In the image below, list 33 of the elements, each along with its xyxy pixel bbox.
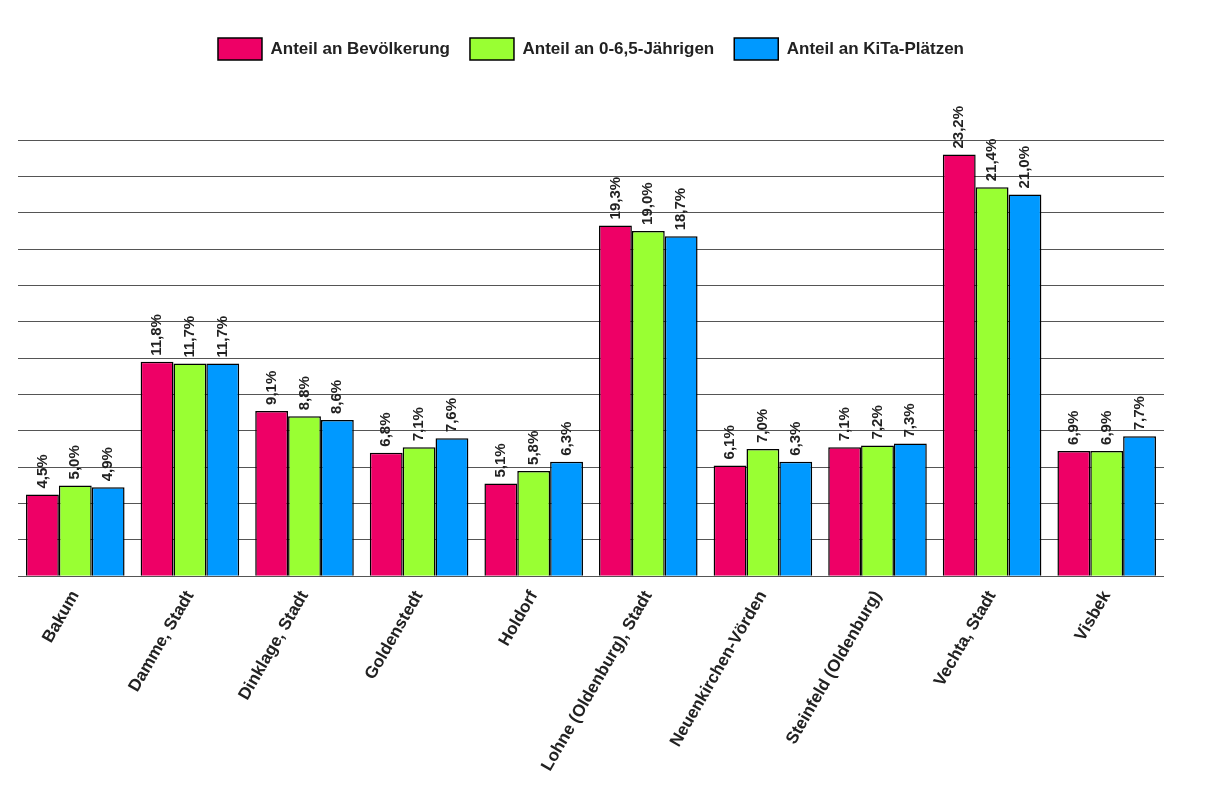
data-label: 9,1% bbox=[261, 370, 279, 405]
data-label: 6,9% bbox=[1063, 410, 1081, 445]
data-label: 7,3% bbox=[900, 403, 918, 438]
data-label: 6,9% bbox=[1096, 410, 1114, 445]
data-label: 7,2% bbox=[867, 405, 885, 440]
legend-label: Anteil an KiTa-Plätzen bbox=[786, 38, 965, 58]
data-label: 11,7% bbox=[180, 315, 198, 358]
data-label: 19,0% bbox=[638, 182, 656, 225]
data-label: 7,1% bbox=[834, 407, 852, 442]
legend-label: Anteil an 0-6,5-Jährigen bbox=[522, 38, 715, 58]
data-label: 5,1% bbox=[490, 443, 508, 478]
data-label: 5,0% bbox=[65, 445, 83, 480]
data-label: 23,2% bbox=[949, 106, 967, 149]
data-label: 6,1% bbox=[720, 425, 738, 460]
data-label: 5,8% bbox=[523, 430, 541, 465]
data-label: 21,0% bbox=[1015, 145, 1033, 189]
data-label: 11,8% bbox=[147, 314, 165, 356]
data-label: 18,7% bbox=[671, 187, 689, 231]
data-label: 6,8% bbox=[376, 412, 394, 447]
data-label: 6,3% bbox=[556, 421, 574, 456]
data-label: 7,1% bbox=[409, 407, 427, 442]
data-label: 4,9% bbox=[98, 447, 116, 482]
data-label: 11,7% bbox=[212, 315, 230, 358]
legend-label: Anteil an Bevölkerung bbox=[270, 38, 450, 58]
data-label: 21,4% bbox=[982, 138, 1000, 182]
data-label: 4,5% bbox=[32, 454, 50, 489]
data-label: 8,6% bbox=[327, 379, 345, 414]
data-label: 7,6% bbox=[442, 397, 460, 433]
data-label: 7,0% bbox=[753, 408, 771, 444]
data-label: 7,7% bbox=[1129, 396, 1147, 431]
data-label: 19,3% bbox=[605, 176, 623, 220]
data-label: 8,8% bbox=[294, 376, 312, 411]
data-label: 6,3% bbox=[785, 421, 803, 456]
